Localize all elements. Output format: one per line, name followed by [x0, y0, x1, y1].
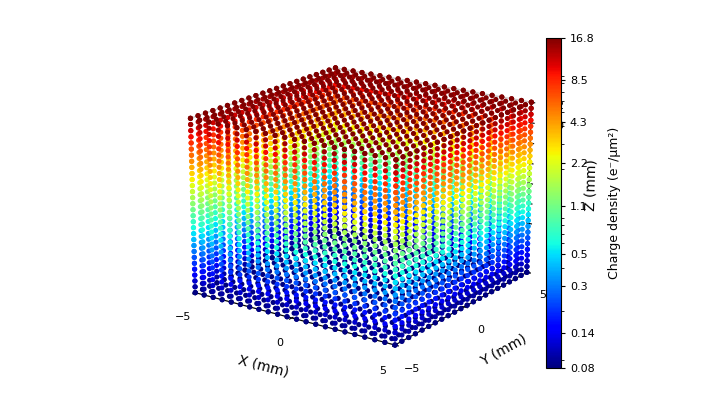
X-axis label: X (mm): X (mm)	[236, 353, 290, 380]
Y-axis label: Y (mm): Y (mm)	[478, 332, 529, 369]
Y-axis label: Charge density (e⁻/μm²): Charge density (e⁻/μm²)	[608, 126, 621, 279]
